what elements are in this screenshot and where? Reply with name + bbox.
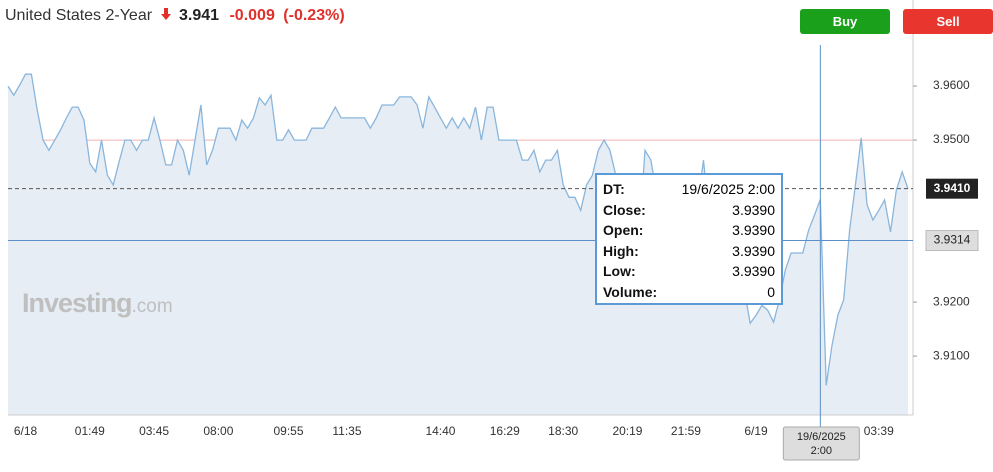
tooltip-row: Low: 3.9390 bbox=[603, 261, 775, 282]
down-arrow bbox=[160, 8, 171, 20]
tooltip-label: Close: bbox=[603, 201, 646, 218]
crosshair-y-box bbox=[925, 230, 979, 252]
tooltip-value: 19/6/2025 2:00 bbox=[681, 181, 775, 198]
x-tick-label: 09:55 bbox=[274, 424, 304, 438]
tooltip-value: 3.9390 bbox=[732, 201, 775, 218]
tooltip-label: High: bbox=[603, 242, 639, 259]
y-tick-label: 3.9100 bbox=[933, 348, 970, 362]
watermark-suffix: .com bbox=[131, 296, 173, 317]
title: United States 2-Year bbox=[5, 7, 153, 24]
tooltip: DT: 19/6/2025 2:00 Close: 3.9390 Open: 3.9390… bbox=[595, 173, 783, 305]
x-tick-label: 11:35 bbox=[332, 424, 361, 438]
tooltip-value: 3.9390 bbox=[732, 263, 775, 280]
buy-button[interactable]: Buy bbox=[800, 9, 890, 34]
crosshair-x-time: 2:00 bbox=[811, 445, 832, 457]
tooltip-row: Close: 3.9390 bbox=[603, 200, 775, 221]
tooltip-row: DT: 19/6/2025 2:00 bbox=[603, 179, 775, 200]
last-price-box bbox=[926, 178, 978, 199]
x-tick-label: 08:00 bbox=[203, 424, 233, 438]
last-price-label: 3.9410 bbox=[934, 181, 971, 195]
price: 3.941 bbox=[178, 7, 220, 24]
tooltip-value: 3.9390 bbox=[732, 222, 775, 239]
x-tick-label: 03:39 bbox=[864, 424, 894, 438]
tooltip-row: Volume: 0 bbox=[603, 282, 775, 303]
watermark: Investing.com bbox=[22, 288, 173, 319]
change: -0.009 bbox=[229, 7, 275, 24]
price-line bbox=[7, 73, 909, 386]
x-tick-label: 20:19 bbox=[612, 424, 642, 438]
header: United States 2-Year 3.941 -0.009 (-0.23… bbox=[5, 7, 345, 25]
tooltip-label: Open: bbox=[603, 222, 644, 239]
crosshair-x-box bbox=[782, 426, 860, 461]
x-tick-label: 01:49 bbox=[75, 424, 105, 438]
change-pct: (-0.23%) bbox=[283, 7, 345, 24]
area-fill bbox=[8, 74, 908, 415]
x-tick-label: 21:59 bbox=[671, 424, 701, 438]
x-tick-label: 6/18 bbox=[14, 424, 38, 438]
crosshair-x-date: 19/6/2025 bbox=[797, 431, 846, 443]
x-tick-label: 16:29 bbox=[490, 424, 520, 438]
tooltip-row: High: 3.9390 bbox=[603, 241, 775, 262]
y-tick-label: 3.9600 bbox=[933, 78, 970, 92]
x-tick-label: 14:40 bbox=[425, 424, 455, 438]
tooltip-label: DT: bbox=[603, 181, 625, 198]
x-tick-label: 03:45 bbox=[139, 424, 169, 438]
sell-button[interactable]: Sell bbox=[903, 9, 993, 34]
tooltip-value: 3.9390 bbox=[732, 242, 775, 259]
watermark-brand: Investing bbox=[22, 288, 133, 318]
crosshair-y-label: 3.9314 bbox=[934, 233, 971, 247]
y-tick-label: 3.9500 bbox=[933, 132, 970, 146]
tooltip-value: 0 bbox=[767, 283, 775, 300]
x-tick-label: 18:30 bbox=[548, 424, 578, 438]
x-tick-label: 6/19 bbox=[744, 424, 768, 438]
tooltip-row: Open: 3.9390 bbox=[603, 220, 775, 241]
y-tick-label: 3.9200 bbox=[933, 294, 970, 308]
tooltip-label: Volume: bbox=[603, 283, 658, 300]
tooltip-label: Low: bbox=[603, 263, 636, 280]
